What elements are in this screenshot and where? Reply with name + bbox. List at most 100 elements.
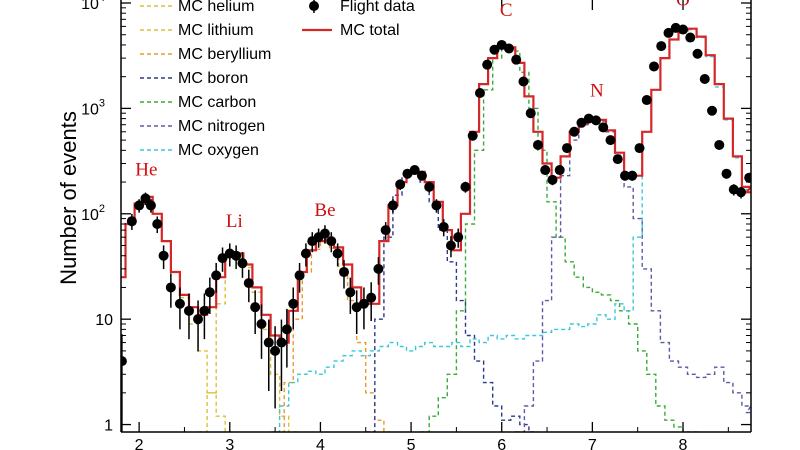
- data-point: [525, 108, 536, 119]
- data-point: [165, 282, 176, 293]
- data-point: [231, 250, 242, 261]
- legend-swatch-flight-data: [309, 1, 319, 11]
- y-tick-exponent: 3: [99, 97, 105, 109]
- data-point: [576, 117, 587, 128]
- data-point: [387, 200, 398, 211]
- data-point: [532, 139, 543, 150]
- data-point: [641, 95, 652, 106]
- data-point: [736, 187, 747, 198]
- data-point: [460, 181, 471, 192]
- data-point: [438, 221, 449, 232]
- data-point: [620, 170, 630, 181]
- series-flight-data: [121, 22, 751, 432]
- data-point: [663, 27, 674, 38]
- legend-label-mc-beryllium: MC beryllium: [178, 46, 271, 63]
- data-point: [158, 250, 169, 261]
- legend-label-mc-lithium: MC lithium: [178, 22, 254, 39]
- legend-label-mc-boron: MC boron: [178, 70, 248, 87]
- data-point: [174, 298, 185, 309]
- legend-label-mc-nitrogen: MC nitrogen: [178, 118, 265, 135]
- y-axis-label: Number of events: [56, 111, 81, 285]
- data-point: [612, 154, 623, 165]
- data-point: [424, 181, 435, 192]
- data-point: [395, 179, 406, 190]
- peak-label-c: C: [500, 0, 513, 21]
- data-point: [319, 228, 330, 239]
- data-point: [721, 168, 732, 179]
- y-tick-label: 1: [104, 418, 113, 435]
- data-point: [453, 232, 464, 243]
- data-point: [243, 278, 254, 289]
- data-point: [345, 287, 356, 298]
- x-tick-label: 4: [316, 437, 325, 450]
- legend-label-mc-oxygen: MC oxygen: [178, 142, 259, 159]
- data-point: [489, 44, 500, 55]
- data-point: [300, 248, 311, 259]
- data-point: [288, 298, 299, 309]
- data-point: [380, 225, 391, 236]
- data-point: [217, 253, 228, 264]
- legend-label-flight-data: Flight data: [340, 0, 415, 15]
- data-point: [338, 267, 349, 278]
- data-point: [714, 139, 725, 150]
- data-point: [199, 305, 210, 316]
- series-mc-oxygen: [270, 28, 751, 432]
- data-point: [281, 324, 292, 335]
- data-point: [511, 54, 522, 65]
- data-point: [373, 263, 384, 274]
- x-tick-label: 3: [225, 437, 234, 450]
- data-point: [540, 165, 551, 176]
- data-point: [294, 270, 305, 281]
- data-point: [140, 193, 151, 204]
- data-point: [685, 32, 696, 43]
- data-point: [590, 115, 601, 126]
- data-point: [134, 200, 145, 211]
- legend-label-mc-carbon: MC carbon: [178, 94, 256, 111]
- peak-label-li: Li: [226, 211, 243, 232]
- y-tick-exponent: 4: [99, 0, 105, 4]
- data-point: [152, 218, 163, 229]
- peak-label-n: N: [590, 80, 604, 101]
- x-tick-label: 2: [135, 437, 144, 450]
- y-tick-label: 10: [95, 312, 113, 329]
- data-point: [358, 298, 369, 309]
- peak-labels: HeLiBeBCNO: [135, 0, 690, 232]
- data-point: [692, 48, 703, 59]
- series-layer: [121, 22, 751, 432]
- data-point: [211, 270, 222, 281]
- data-point: [605, 135, 616, 146]
- peak-label-he: He: [135, 160, 157, 181]
- series-mc-lithium: [198, 255, 298, 432]
- legend-label-mc-total: MC total: [340, 22, 400, 39]
- peak-label-o: O: [676, 0, 690, 10]
- data-point: [627, 170, 638, 181]
- data-point: [503, 43, 514, 54]
- x-tick-label: 8: [679, 437, 688, 450]
- data-point: [598, 122, 609, 133]
- series-mc-carbon: [420, 46, 702, 432]
- data-point: [416, 170, 427, 181]
- data-point: [237, 258, 248, 269]
- data-point: [276, 337, 287, 348]
- y-tick-exponent: 2: [99, 203, 105, 215]
- series-mc-boron: [365, 171, 538, 432]
- data-point: [193, 314, 204, 325]
- y-tick-label: 103: [81, 97, 105, 118]
- data-point: [474, 87, 485, 98]
- data-point: [183, 305, 194, 316]
- data-point: [561, 143, 572, 154]
- y-tick-label: 102: [81, 203, 105, 224]
- data-point: [326, 236, 337, 247]
- peak-label-be: Be: [314, 200, 335, 221]
- data-point: [707, 105, 718, 116]
- data-point: [744, 172, 751, 183]
- x-tick-label: 6: [497, 437, 506, 450]
- legend: MC helium MC lithium MC beryllium MC boron M…: [132, 0, 422, 159]
- data-point: [547, 174, 558, 185]
- x-tick-label: 7: [588, 437, 597, 450]
- data-point: [656, 41, 667, 52]
- data-point: [126, 216, 137, 227]
- data-point: [467, 130, 478, 141]
- data-point: [634, 143, 645, 154]
